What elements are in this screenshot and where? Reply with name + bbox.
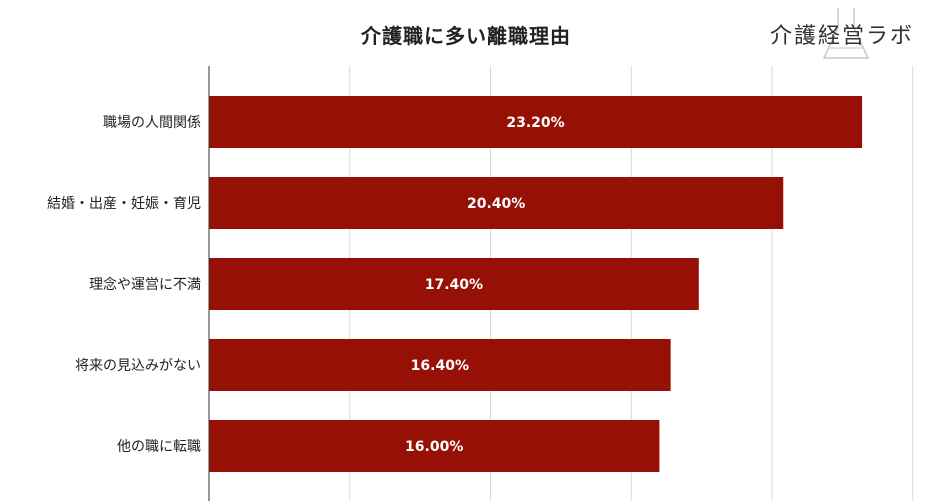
bar: [209, 258, 699, 310]
bar-value-label: 17.40%: [425, 277, 483, 293]
bar: [209, 96, 863, 148]
bar-value-label: 20.40%: [467, 196, 525, 212]
category-label: 理念や運営に不満: [89, 276, 201, 293]
brand-name: 介護経営ラボ: [769, 24, 914, 49]
category-label: 将来の見込みがない: [75, 358, 201, 374]
labels: 23.20% 職場の人間関係 20.40% 結婚・出産・妊娠・育児 17.40% 理念や運…: [47, 115, 565, 455]
bar-value-label: 23.20%: [506, 115, 564, 131]
bar: [209, 339, 671, 391]
category-label: 職場の人間関係: [103, 115, 201, 131]
category-label: 他の職に転職: [117, 439, 201, 455]
bar-value-label: 16.00%: [405, 439, 463, 455]
bar-value-label: 16.40%: [411, 358, 469, 374]
category-label: 結婚・出産・妊娠・育児: [47, 196, 201, 212]
bars: [209, 96, 863, 472]
chart-title: 介護職に多い離職理由: [361, 24, 571, 48]
brand-logo: 介護経営ラボ: [769, 8, 914, 59]
bar: [209, 177, 784, 229]
bar: [209, 420, 660, 472]
